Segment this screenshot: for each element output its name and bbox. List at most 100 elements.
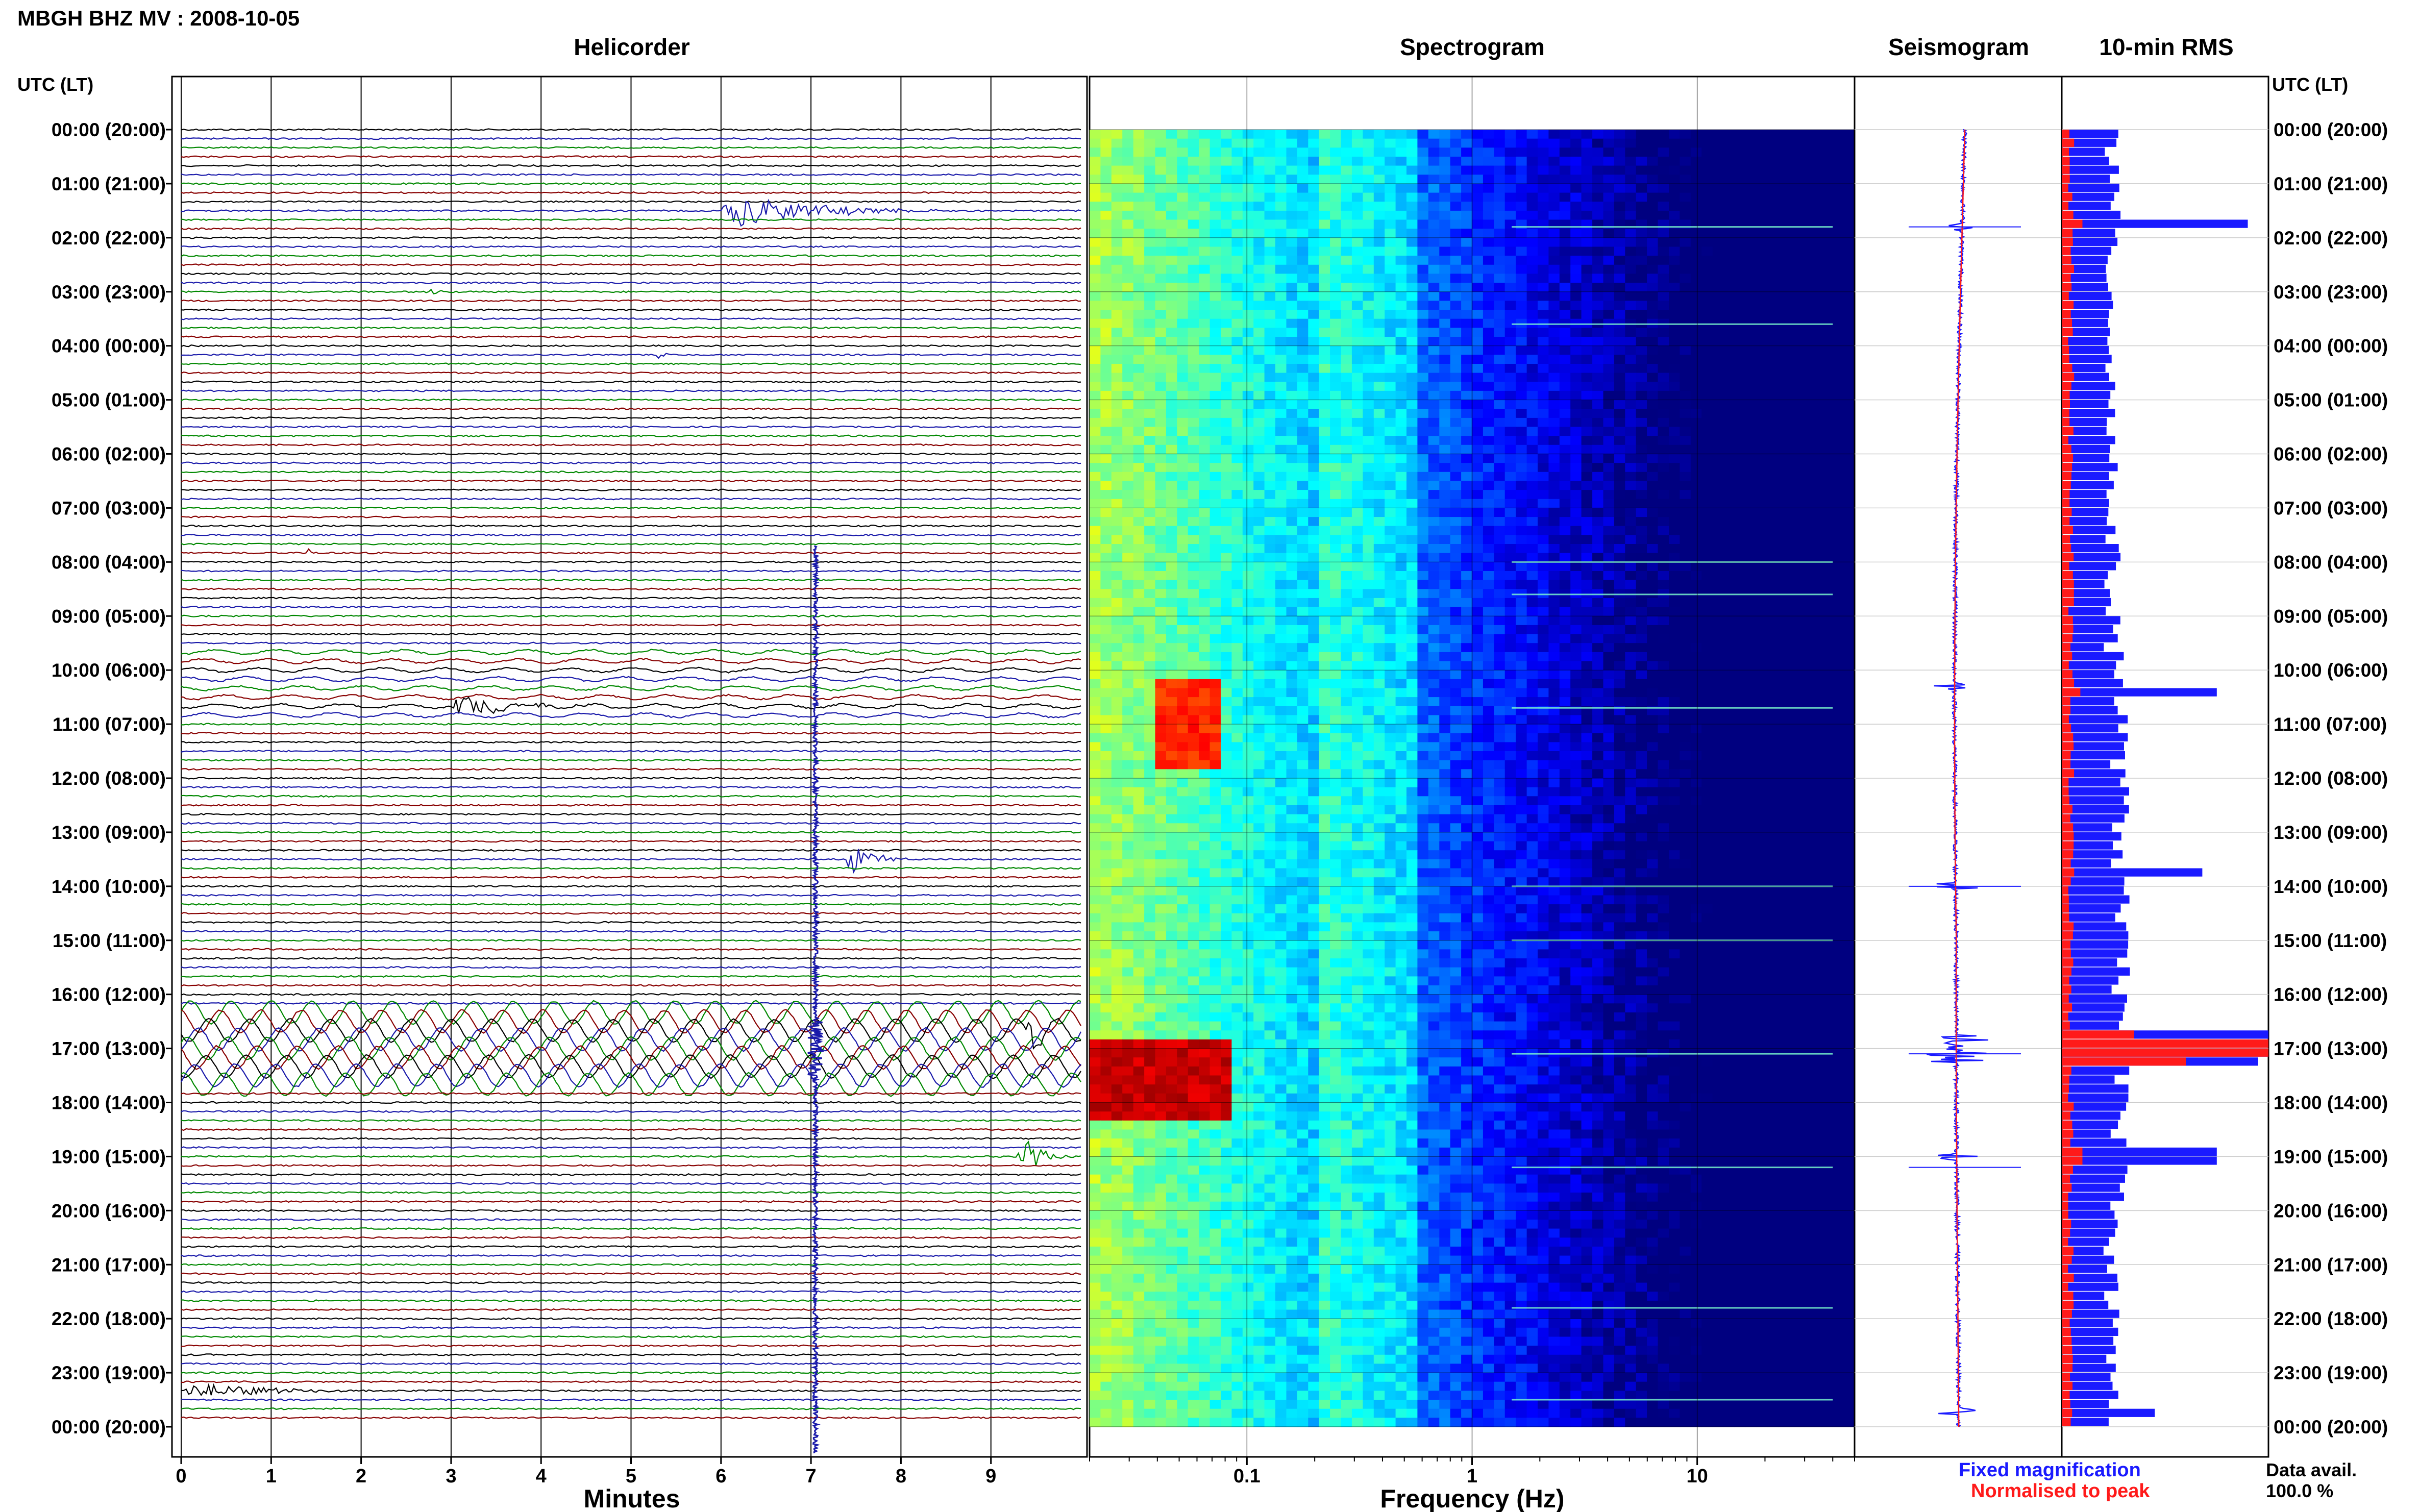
spectrogram-cell xyxy=(1428,237,1440,247)
spectrogram-cell xyxy=(1199,643,1211,653)
spectrogram-cell xyxy=(1581,390,1593,401)
spectrogram-cell xyxy=(1090,535,1101,544)
spectrogram-cell xyxy=(1833,463,1844,473)
spectrogram-cell xyxy=(1843,607,1855,617)
spectrogram-cell xyxy=(1461,192,1473,203)
spectrogram-cell xyxy=(1570,688,1582,698)
spectrogram-cell xyxy=(1242,706,1254,716)
spectrogram-cell xyxy=(1111,165,1123,176)
spectrogram-cell xyxy=(1701,192,1713,203)
spectrogram-cell xyxy=(1625,157,1637,166)
helicorder-trace xyxy=(181,812,1081,816)
spectrogram-cell xyxy=(1570,291,1582,302)
spectrogram-cell xyxy=(1210,733,1221,743)
spectrogram-cell xyxy=(1526,472,1538,482)
spectrogram-cell xyxy=(1581,246,1593,256)
spectrogram-cell xyxy=(1680,157,1691,166)
spectrogram-cell xyxy=(1111,274,1123,283)
spectrogram-cell xyxy=(1745,463,1757,473)
helicorder-trace xyxy=(181,236,1081,239)
spectrogram-cell xyxy=(1723,264,1735,275)
spectrogram-cell xyxy=(1603,670,1615,680)
spectrogram-cell xyxy=(1373,697,1385,707)
spectrogram-cell xyxy=(1199,490,1211,500)
spectrogram-cell xyxy=(1253,264,1265,275)
spectrogram-cell xyxy=(1406,427,1418,436)
spectrogram-cell xyxy=(1210,715,1221,725)
spectrogram-cell xyxy=(1548,192,1560,203)
spectrogram-cell xyxy=(1789,670,1800,680)
spectrogram-cell xyxy=(1341,417,1352,428)
spectrogram-cell xyxy=(1319,697,1330,707)
spectrogram-cell xyxy=(1799,444,1812,455)
spectrogram-cell xyxy=(1494,382,1505,391)
spectrogram-cell xyxy=(1472,175,1484,184)
spectrogram-cell xyxy=(1669,355,1681,364)
spectrogram-cell xyxy=(1264,463,1276,473)
spectrogram-cell xyxy=(1767,165,1779,176)
spectrogram-cell xyxy=(1625,454,1637,463)
spectrogram-cell xyxy=(1756,237,1768,247)
spectrogram-cell xyxy=(1603,337,1615,346)
spectrogram-cell xyxy=(1144,274,1156,283)
helicorder-trace xyxy=(181,182,1081,185)
spectrogram-cell xyxy=(1712,246,1724,256)
spectrogram-cell xyxy=(1253,661,1265,671)
spectrogram-cell xyxy=(1734,192,1746,203)
spectrogram-cell xyxy=(1504,310,1516,319)
spectrogram-cell xyxy=(1592,697,1604,707)
spectrogram-cell xyxy=(1603,427,1615,436)
spectrogram-cell xyxy=(1483,499,1495,509)
spectrogram-cell xyxy=(1231,310,1243,319)
spectrogram-cell xyxy=(1166,472,1178,482)
spectrogram-cell xyxy=(1625,715,1637,725)
spectrogram-cell xyxy=(1843,517,1855,527)
spectrogram-cell xyxy=(1351,688,1364,698)
spectrogram-cell xyxy=(1221,219,1232,229)
spectrogram-cell xyxy=(1461,526,1473,536)
spectrogram-cell xyxy=(1210,706,1221,716)
spectrogram-cell xyxy=(1450,417,1462,428)
spectrogram-cell xyxy=(1406,364,1418,374)
spectrogram-cell xyxy=(1658,274,1669,283)
spectrogram-cell xyxy=(1516,264,1527,275)
spectrogram-cell xyxy=(1188,274,1199,283)
helicorder-trace xyxy=(181,506,1081,510)
spectrogram-cell xyxy=(1330,130,1342,139)
spectrogram-cell xyxy=(1275,598,1287,608)
spectrogram-cell xyxy=(1242,463,1254,473)
spectrogram-cell xyxy=(1297,183,1309,193)
spectrogram-cell xyxy=(1647,138,1659,148)
spectrogram-cell xyxy=(1155,607,1167,617)
spectrogram-cell xyxy=(1778,345,1790,356)
spectrogram-cell xyxy=(1636,553,1647,563)
spectrogram-cell xyxy=(1690,444,1702,455)
spectrogram-cell xyxy=(1122,444,1134,455)
spectrogram-cell xyxy=(1253,165,1265,176)
spectrogram-cell xyxy=(1319,444,1330,455)
spectrogram-cell xyxy=(1111,643,1123,653)
spectrogram-cell xyxy=(1658,417,1669,428)
spectrogram-cell xyxy=(1090,706,1101,716)
spectrogram-cell xyxy=(1133,400,1145,410)
spectrogram-cell xyxy=(1680,210,1691,220)
seismogram-title: Seismogram xyxy=(1888,34,2029,60)
spectrogram-cell xyxy=(1264,318,1276,329)
spectrogram-cell xyxy=(1843,490,1855,500)
spectrogram-cell xyxy=(1690,246,1702,256)
spectrogram-cell xyxy=(1647,444,1659,455)
spectrogram-cell xyxy=(1690,562,1702,572)
spectrogram-cell xyxy=(1308,283,1320,292)
spectrogram-cell xyxy=(1734,283,1746,292)
spectrogram-cell xyxy=(1461,571,1473,581)
helicorder-trace xyxy=(181,1272,1081,1275)
spectrogram-cell xyxy=(1734,264,1746,275)
helicorder-trace xyxy=(181,1092,1081,1095)
spectrogram-cell xyxy=(1111,318,1123,329)
spectrogram-cell xyxy=(1188,697,1199,707)
spectrogram-cell xyxy=(1559,742,1571,752)
spectrogram-cell xyxy=(1330,625,1342,635)
spectrogram-cell xyxy=(1712,661,1724,671)
spectrogram-cell xyxy=(1188,733,1199,743)
spectrogram-cell xyxy=(1177,291,1189,302)
